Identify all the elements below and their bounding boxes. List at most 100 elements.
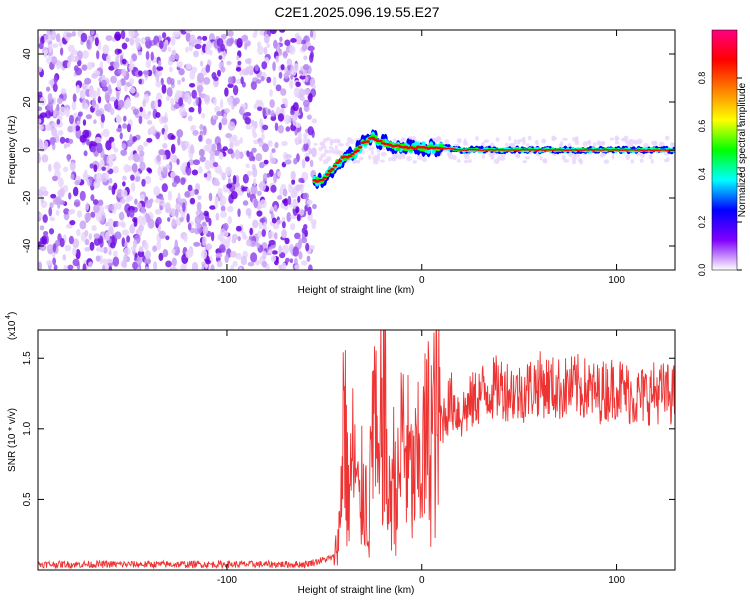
spectrogram-noise-blob bbox=[251, 147, 257, 153]
spectrogram-noise-blob bbox=[153, 186, 161, 197]
spectrogram-noise-blob bbox=[208, 192, 213, 202]
spectrogram-noise-blob bbox=[187, 115, 193, 122]
spectrogram-noise-blob bbox=[132, 261, 139, 270]
spectrogram-noise-blob bbox=[201, 112, 206, 119]
spectrogram-noise-blob bbox=[109, 107, 115, 116]
spectrogram-noise-blob bbox=[180, 177, 186, 185]
spectrogram-noise-blob bbox=[561, 154, 566, 161]
spectrogram-noise-blob bbox=[179, 164, 186, 172]
spectrogram-noise-blob bbox=[524, 156, 531, 160]
spectrogram-noise-blob bbox=[463, 138, 467, 143]
spectrogram-noise-blob bbox=[162, 249, 169, 258]
spectrogram-noise-blob bbox=[261, 133, 265, 141]
spectrogram-noise-blob bbox=[571, 159, 577, 165]
spectrogram-noise-blob bbox=[155, 80, 162, 88]
spectrogram-noise-blob bbox=[68, 192, 72, 200]
spectrogram-noise-blob bbox=[283, 198, 289, 207]
spectrogram-noise-blob bbox=[113, 61, 120, 70]
spectrogram-noise-blob bbox=[51, 175, 59, 181]
spectrogram-noise-blob bbox=[247, 57, 252, 65]
spectrogram-noise-blob bbox=[127, 155, 133, 161]
spectrogram-noise-blob bbox=[213, 181, 221, 187]
spectrogram-noise-blob bbox=[296, 213, 301, 222]
spectrogram-noise-blob bbox=[325, 156, 332, 162]
spectrogram-x-ticks: -100 0 100 bbox=[217, 30, 625, 286]
spectrogram-noise-blob bbox=[308, 147, 312, 155]
spectrogram-noise-blob bbox=[73, 199, 81, 208]
spectrogram-noise-blob bbox=[253, 177, 257, 187]
spectrogram-noise-blob bbox=[272, 76, 277, 87]
spectrogram-noise-blob bbox=[274, 141, 279, 149]
spectrogram-noise-blob bbox=[198, 134, 203, 142]
spectrogram-noise-blob bbox=[56, 118, 61, 125]
spectrogram-noise-blob bbox=[201, 249, 208, 260]
snr-x-tick-label: 0 bbox=[419, 575, 425, 586]
spectrogram-noise-blob bbox=[269, 99, 275, 109]
spectrogram-noise-blob bbox=[70, 173, 75, 180]
spectrogram-noise-blob bbox=[152, 245, 158, 253]
spectrogram-noise-blob bbox=[255, 153, 263, 162]
spectrogram-noise-blob bbox=[259, 161, 265, 169]
spectrogram-noise-blob bbox=[41, 46, 49, 56]
spectrogram-noise-blob bbox=[217, 233, 224, 241]
spectrogram-noise-blob bbox=[188, 107, 195, 113]
spectrogram-noise-blob bbox=[103, 246, 108, 254]
spectrogram-noise-blob bbox=[499, 155, 506, 161]
spectrogram-noise-blob bbox=[284, 114, 291, 125]
spectrogram-noise-blob bbox=[251, 163, 256, 171]
spectrogram-noise-blob bbox=[174, 239, 179, 250]
spectrogram-noise-blob bbox=[185, 32, 191, 42]
snr-y-label: SNR (10 * v/v) bbox=[7, 408, 18, 472]
spectrogram-noise-blob bbox=[237, 208, 241, 217]
spectrogram-noise-blob bbox=[185, 250, 193, 259]
spectrogram-noise-blob bbox=[311, 147, 317, 158]
spectrogram-noise-blob bbox=[173, 104, 180, 109]
spectrogram-noise-blob bbox=[72, 238, 80, 249]
spectrogram-noise-blob bbox=[309, 78, 315, 87]
spectrogram-noise-blob bbox=[51, 56, 58, 65]
spectrogram-noise-blob bbox=[481, 141, 485, 147]
spectrogram-noise-blob bbox=[362, 146, 368, 150]
spectrogram-signal-blob bbox=[320, 178, 325, 182]
spectrogram-noise-blob bbox=[144, 175, 152, 185]
spectrogram-noise-blob bbox=[281, 140, 288, 147]
spectrogram-noise-blob bbox=[278, 71, 283, 79]
spectrogram-noise-blob bbox=[208, 217, 212, 227]
spectrogram-noise-blob bbox=[120, 198, 126, 204]
spectrogram-noise-blob bbox=[267, 140, 273, 147]
spectrogram-noise-blob bbox=[276, 219, 282, 225]
spectrogram-noise-blob bbox=[142, 70, 150, 75]
spectrogram-noise-blob bbox=[541, 138, 547, 144]
spectrogram-noise-blob bbox=[90, 145, 97, 153]
spectrogram-noise-blob bbox=[633, 140, 639, 145]
colorbar-label: Normalized spectral amplitude bbox=[737, 82, 748, 217]
spectrogram-noise-blob bbox=[245, 208, 252, 216]
spectrogram-noise-blob bbox=[114, 231, 122, 240]
spectrogram-noise-blob bbox=[307, 206, 312, 216]
spectrogram-noise-blob bbox=[268, 249, 273, 254]
spectrogram-noise-blob bbox=[244, 116, 251, 125]
spectrogram-noise-blob bbox=[200, 60, 204, 67]
spectrogram-noise-blob bbox=[155, 132, 160, 140]
spectrogram-noise-blob bbox=[161, 84, 167, 94]
spectrogram-noise-blob bbox=[224, 254, 229, 264]
spectrogram-noise-blob bbox=[269, 89, 273, 97]
spectrogram-noise-blob bbox=[284, 237, 290, 245]
spectrogram-noise-blob bbox=[43, 34, 49, 40]
spectrogram-noise-blob bbox=[210, 231, 215, 242]
spectrogram-noise-blob bbox=[199, 124, 204, 131]
spectrogram-noise-blob bbox=[311, 118, 318, 124]
spectrogram-noise-blob bbox=[601, 141, 605, 147]
spectrogram-noise-blob bbox=[225, 132, 233, 139]
spectrogram-noise-blob bbox=[308, 264, 313, 270]
spectrogram-noise-blob bbox=[348, 138, 355, 144]
spectrogram-noise-blob bbox=[183, 93, 188, 103]
spectrogram-noise-blob bbox=[326, 136, 330, 141]
spectrogram-noise-blob bbox=[303, 142, 309, 151]
spectrogram-noise-blob bbox=[39, 244, 47, 251]
spectrogram-noise-blob bbox=[306, 255, 311, 262]
spectrogram-noise-blob bbox=[209, 205, 216, 210]
spectrogram-noise-blob bbox=[112, 166, 119, 174]
spectrogram-noise-blob bbox=[625, 154, 631, 161]
spectrogram-noise-blob bbox=[49, 137, 57, 144]
